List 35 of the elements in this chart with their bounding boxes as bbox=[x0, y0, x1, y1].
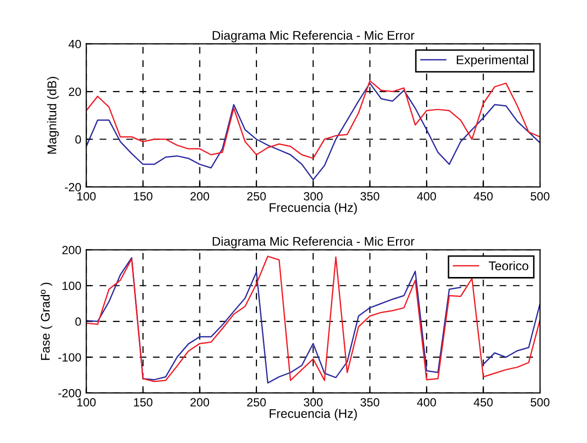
x-tick-label: 500 bbox=[530, 398, 550, 406]
x-tick-label: 450 bbox=[474, 398, 493, 406]
x-tick-label: 350 bbox=[360, 192, 380, 200]
y-tick-label: -200 bbox=[58, 388, 81, 398]
x-tick-label: 400 bbox=[417, 398, 436, 406]
x-tick-label: 150 bbox=[134, 192, 152, 200]
y-axis-title: Magnitud (dB) bbox=[47, 76, 59, 154]
x-tick-label: 500 bbox=[530, 192, 550, 200]
y-tick-label: 200 bbox=[62, 246, 81, 254]
legend-label: Experimental bbox=[456, 55, 528, 67]
chart-title: Diagrama Mic Referencia - Mic Error bbox=[212, 30, 414, 42]
x-tick-label: 300 bbox=[304, 192, 323, 200]
x-tick-label: 300 bbox=[304, 398, 323, 406]
line-series bbox=[86, 80, 540, 159]
x-tick-label: 200 bbox=[190, 398, 210, 406]
chart-title: Diagrama Mic Referencia - Mic Error bbox=[212, 236, 414, 248]
y-tick-label: -100 bbox=[58, 353, 81, 362]
y-tick-label: 100 bbox=[62, 282, 81, 290]
y-tick-label: 20 bbox=[68, 88, 81, 96]
x-tick-label: 400 bbox=[417, 192, 436, 200]
y-axis-title: Fase ( Gradº ) bbox=[40, 282, 52, 360]
x-tick-label: 250 bbox=[247, 398, 266, 406]
x-tick-label: 250 bbox=[247, 192, 266, 200]
legend-label: Teorico bbox=[488, 261, 528, 270]
x-tick-label: 450 bbox=[474, 192, 493, 200]
y-tick-label: 0 bbox=[75, 317, 81, 326]
y-tick-label: 40 bbox=[68, 40, 81, 48]
y-tick-label: 0 bbox=[75, 135, 81, 144]
x-axis-title: Frecuencia (Hz) bbox=[270, 408, 357, 420]
x-axis-title: Frecuencia (Hz) bbox=[270, 202, 357, 214]
x-tick-label: 350 bbox=[360, 398, 380, 406]
x-tick-label: 200 bbox=[190, 192, 210, 200]
x-tick-label: 150 bbox=[134, 398, 152, 406]
line-series bbox=[86, 82, 540, 180]
y-tick-label: -20 bbox=[64, 182, 81, 192]
